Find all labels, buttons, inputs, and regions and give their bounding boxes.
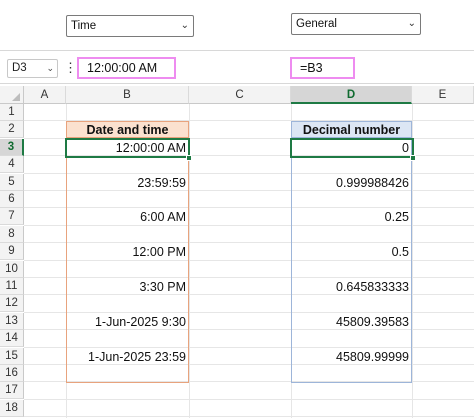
grid-line <box>24 416 474 418</box>
formula-bar-divider <box>0 83 474 84</box>
cell-b15[interactable]: 1-Jun-2025 23:59 <box>88 349 186 364</box>
row-header-18[interactable]: 18 <box>0 399 24 417</box>
grid-line <box>24 190 474 191</box>
grid-line <box>24 172 474 174</box>
cell-d13[interactable]: 45809.39583 <box>336 314 409 329</box>
row-header-9[interactable]: 9 <box>0 243 24 261</box>
cell-b11[interactable]: 3:30 PM <box>139 280 186 294</box>
cell-b5[interactable]: 23:59:59 <box>137 175 186 190</box>
toolbar-divider <box>0 50 474 51</box>
chevron-down-icon: ⌄ <box>407 18 416 29</box>
formula-bar-text: =B3 <box>300 61 323 75</box>
column-header-d[interactable]: D <box>291 86 412 104</box>
grid-line <box>24 224 474 226</box>
grid-line <box>24 329 474 331</box>
column-header-e[interactable]: E <box>412 86 474 104</box>
grid-line <box>24 120 474 122</box>
grid-line <box>24 364 474 365</box>
column-label: B <box>123 89 131 101</box>
cell-d7[interactable]: 0.25 <box>384 210 409 225</box>
name-box-value: D3 <box>12 62 27 74</box>
grid-line <box>24 137 474 139</box>
grid-line <box>24 207 474 209</box>
grid-line <box>189 104 190 418</box>
number-format-dropdown-d[interactable]: General ⌄ <box>291 13 421 35</box>
column-header-b[interactable]: B <box>66 86 189 104</box>
row-header-2[interactable]: 2 <box>0 121 24 139</box>
column-label: C <box>235 89 244 101</box>
cell-b9[interactable]: 12:00 PM <box>132 245 186 260</box>
header-text: Date and time <box>86 123 169 137</box>
row-header-16[interactable]: 16 <box>0 365 24 382</box>
active-cell-d3[interactable] <box>290 138 414 158</box>
table-header-decimal-number[interactable]: Decimal number <box>291 121 412 138</box>
chevron-down-icon: ⌄ <box>180 20 189 31</box>
row-header-14[interactable]: 14 <box>0 330 24 348</box>
cell-b3-highlight <box>65 138 190 158</box>
chevron-down-icon: ⌄ <box>46 63 54 73</box>
row-header-17[interactable]: 17 <box>0 382 24 400</box>
row-header-3[interactable]: 3 <box>0 138 24 156</box>
row-header-13[interactable]: 13 <box>0 312 24 330</box>
grid-line <box>24 398 474 400</box>
cell-d3[interactable]: 0 <box>402 140 409 155</box>
select-all-triangle-icon <box>12 93 20 101</box>
table-border-b <box>66 138 189 383</box>
row-header-7[interactable]: 7 <box>0 208 24 226</box>
grid-line <box>24 259 474 261</box>
more-options-icon[interactable]: ⋮ <box>64 60 77 75</box>
cell-b7[interactable]: 6:00 AM <box>140 210 186 225</box>
column-header-c[interactable]: C <box>189 86 291 104</box>
grid-line <box>24 155 474 157</box>
number-format-dropdown-b[interactable]: Time ⌄ <box>66 15 194 37</box>
column-label: E <box>438 89 447 101</box>
number-format-value: Time <box>71 20 97 32</box>
fill-handle[interactable] <box>410 155 416 161</box>
number-format-value: General <box>296 18 337 30</box>
formula-bar-value-d3[interactable]: =B3 <box>290 57 355 79</box>
cell-d9[interactable]: 0.5 <box>391 245 409 260</box>
grid-line <box>24 242 474 244</box>
cell-d15[interactable]: 45809.99999 <box>336 349 409 364</box>
cell-d11[interactable]: 0.645833333 <box>336 280 409 294</box>
formula-bar-text: 12:00:00 AM <box>87 61 158 75</box>
grid-line <box>24 294 474 296</box>
grid-line <box>24 311 474 313</box>
cell-d5[interactable]: 0.999988426 <box>336 175 409 190</box>
row-header-1[interactable]: 1 <box>0 104 24 121</box>
row-header-6[interactable]: 6 <box>0 191 24 208</box>
cell-b13[interactable]: 1-Jun-2025 9:30 <box>94 314 186 329</box>
row-header-12[interactable]: 12 <box>0 295 24 313</box>
fill-handle[interactable] <box>186 155 192 161</box>
cell-b3[interactable]: 12:00:00 AM <box>115 140 186 155</box>
table-header-date-and-time[interactable]: Date and time <box>66 121 189 138</box>
grid-line <box>412 104 413 418</box>
row-header-4[interactable]: 4 <box>0 156 24 174</box>
grid-line <box>24 277 474 278</box>
grid-line <box>24 381 474 383</box>
column-label: D <box>346 89 356 101</box>
formula-bar-value-b3[interactable]: 12:00:00 AM <box>77 57 176 79</box>
grid-line <box>24 346 474 348</box>
row-header-11[interactable]: 11 <box>0 278 24 295</box>
table-border-d <box>291 138 412 383</box>
column-label: A <box>40 89 49 101</box>
row-header-8[interactable]: 8 <box>0 225 24 243</box>
row-header-5[interactable]: 5 <box>0 173 24 191</box>
column-header-a[interactable]: A <box>24 86 66 104</box>
row-header-15[interactable]: 15 <box>0 347 24 365</box>
header-text: Decimal number <box>302 123 401 137</box>
row-header-10[interactable]: 10 <box>0 260 24 278</box>
name-box[interactable]: D3 ⌄ <box>7 59 58 78</box>
